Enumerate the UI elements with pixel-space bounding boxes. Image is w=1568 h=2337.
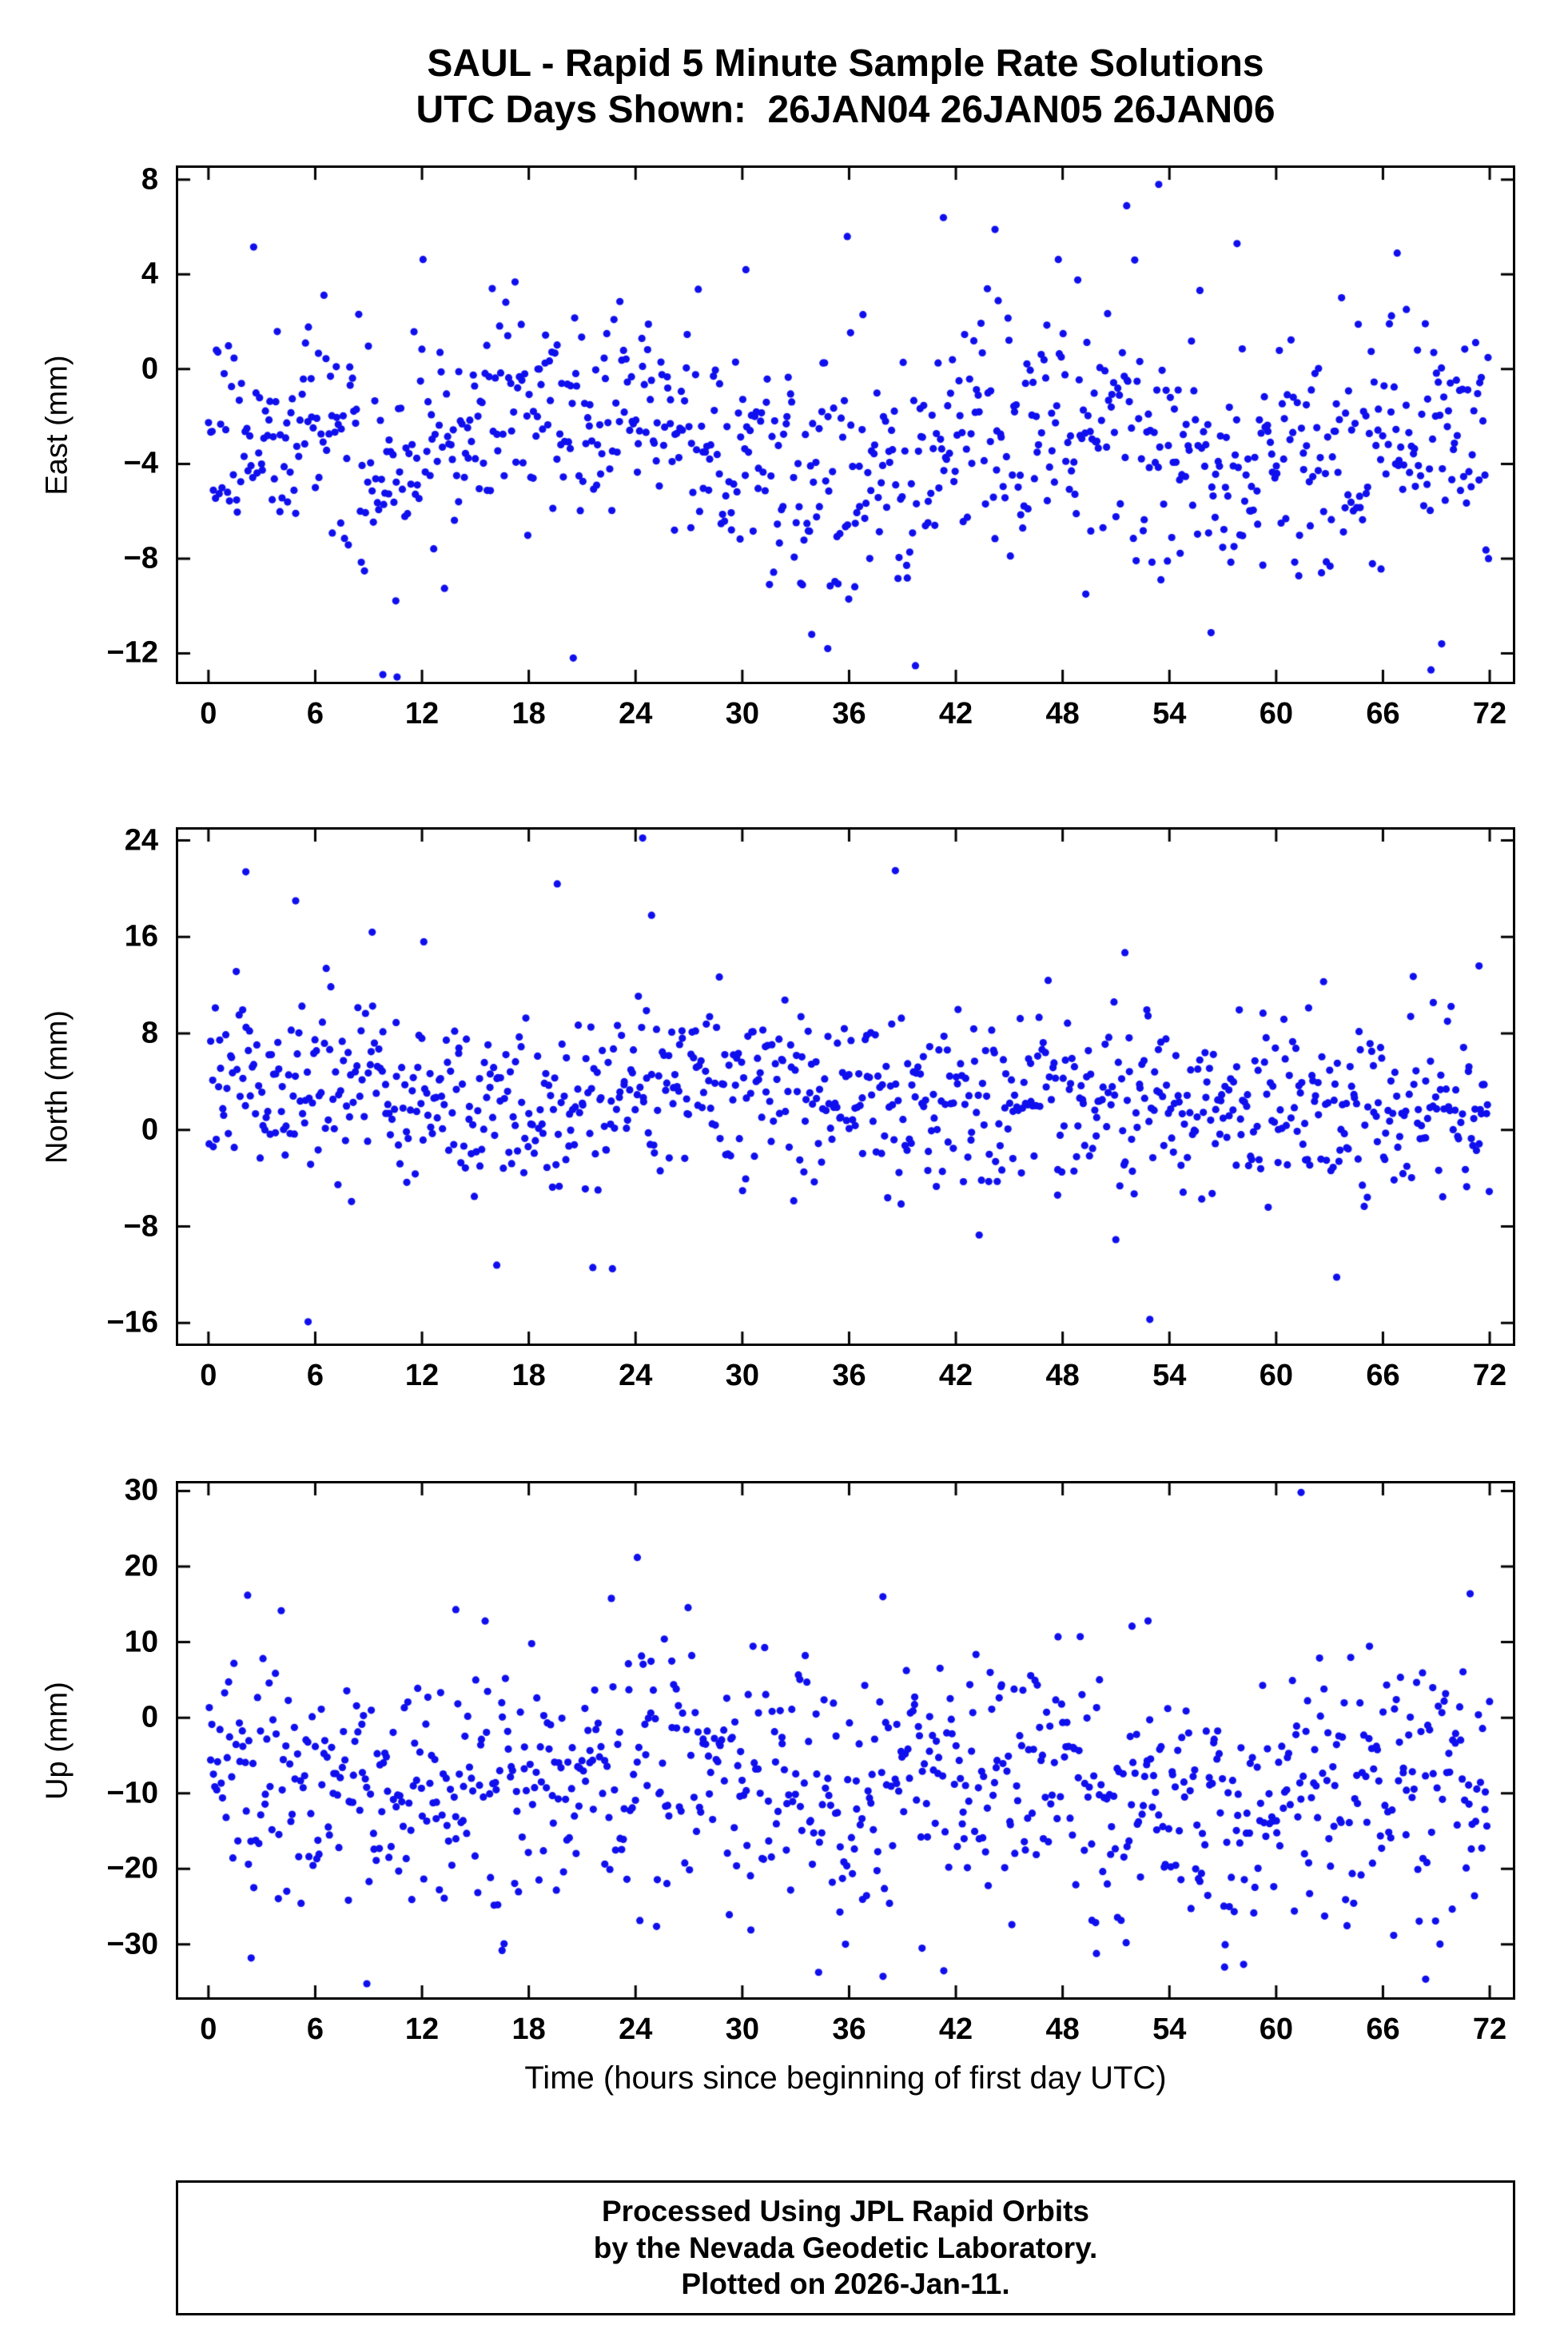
y-tick-label: 30 [124, 1473, 158, 1507]
x-tick-label: 66 [1366, 2013, 1400, 2046]
x-tick-label: 60 [1259, 1359, 1293, 1392]
x-tick-label: 60 [1259, 697, 1293, 731]
y-tick-label: 16 [124, 919, 158, 954]
scatter-canvas-east [178, 168, 1513, 682]
x-tick-label: 48 [1045, 1359, 1080, 1392]
x-tick-label: 18 [511, 1359, 546, 1392]
y-tick-label: 0 [141, 1113, 158, 1147]
y-tick-label: 0 [141, 1700, 158, 1734]
x-tick-label: 0 [200, 2013, 217, 2046]
y-tick-label: 10 [124, 1625, 158, 1659]
x-tick-label: 0 [200, 1359, 217, 1392]
footer-box: Processed Using JPL Rapid Orbits by the … [176, 2180, 1515, 2315]
x-tick-label: 48 [1045, 697, 1080, 731]
y-tick-label: −12 [106, 635, 158, 670]
x-tick-label: 30 [725, 2013, 759, 2046]
x-tick-label: 66 [1366, 1359, 1400, 1392]
footer-line-3: Plotted on 2026-Jan-11. [681, 2267, 1010, 2301]
y-tick-label: −30 [106, 1927, 158, 1961]
y-tick-label: −16 [106, 1305, 158, 1340]
x-tick-label: 12 [404, 2013, 440, 2046]
x-tick-label: 72 [1472, 2013, 1507, 2046]
y-tick-label: 20 [124, 1549, 158, 1583]
scatter-canvas-north [178, 830, 1513, 1344]
y-tick-label: −10 [106, 1776, 158, 1810]
x-tick-label: 6 [306, 1359, 324, 1392]
x-tick-label: 0 [200, 697, 217, 731]
y-tick-label: 0 [141, 352, 158, 386]
x-tick-label: 24 [619, 697, 653, 731]
y-tick-label: −4 [123, 446, 158, 480]
x-tick-label: 18 [511, 2013, 546, 2046]
x-tick-label: 24 [619, 2013, 653, 2046]
x-tick-label: 72 [1472, 1359, 1507, 1392]
x-tick-label: 6 [306, 697, 324, 731]
panel-north: North (mm) 24 16 8 0 −8 −16 0 6 12 18 24 30 36 42 48 54… [0, 823, 1568, 1392]
plot-frame-north [176, 827, 1515, 1346]
plot-frame-east [176, 165, 1515, 684]
x-tick-label: 24 [619, 1359, 653, 1392]
chart-title: SAUL - Rapid 5 Minute Sample Rate Soluti… [427, 42, 1264, 85]
x-tick-label: 48 [1045, 2013, 1080, 2046]
chart-subtitle: UTC Days Shown: 26JAN04 26JAN05 26JAN06 [416, 89, 1275, 131]
footer-line-1: Processed Using JPL Rapid Orbits [602, 2194, 1089, 2228]
panel-east: East (mm) 8 4 0 −4 −8 −12 0 6 12 18 24 30 36 42 48 54 60… [0, 162, 1568, 731]
x-tick-label: 36 [832, 2013, 866, 2046]
x-tick-label: 66 [1366, 697, 1400, 731]
x-tick-label: 30 [725, 697, 759, 731]
panel-up: Up (mm) 30 20 10 0 −10 −20 −30 0 6 12 18 24 30 36 42 48… [0, 1474, 1568, 2046]
x-tick-label: 42 [938, 697, 973, 731]
y-tick-label: 8 [141, 162, 158, 197]
y-tick-label: 8 [141, 1016, 158, 1050]
footer-line-2: by the Nevada Geodetic Laboratory. [593, 2231, 1098, 2264]
plot-frame-up [176, 1481, 1515, 2000]
x-tick-label: 54 [1152, 697, 1187, 731]
y-tick-label: −20 [106, 1851, 158, 1885]
x-tick-label: 30 [725, 1359, 759, 1392]
scatter-canvas-up [178, 1483, 1513, 1997]
y-tick-label: −8 [123, 1209, 158, 1244]
y-tick-label: 24 [124, 823, 158, 858]
x-tick-label: 36 [832, 697, 866, 731]
x-tick-label: 54 [1152, 2013, 1187, 2046]
x-tick-label: 42 [938, 1359, 973, 1392]
y-tick-label: 4 [141, 257, 158, 291]
y-tick-label: −8 [123, 541, 158, 575]
x-tick-label: 42 [938, 2013, 973, 2046]
x-tick-label: 72 [1472, 697, 1507, 731]
x-tick-label: 12 [404, 1359, 440, 1392]
x-tick-label: 36 [832, 1359, 866, 1392]
x-axis-label: Time (hours since beginning of first day… [524, 2060, 1167, 2096]
x-tick-label: 12 [404, 697, 440, 731]
x-tick-label: 18 [511, 697, 546, 731]
x-tick-label: 60 [1259, 2013, 1293, 2046]
x-tick-label: 54 [1152, 1359, 1187, 1392]
x-tick-label: 6 [306, 2013, 324, 2046]
